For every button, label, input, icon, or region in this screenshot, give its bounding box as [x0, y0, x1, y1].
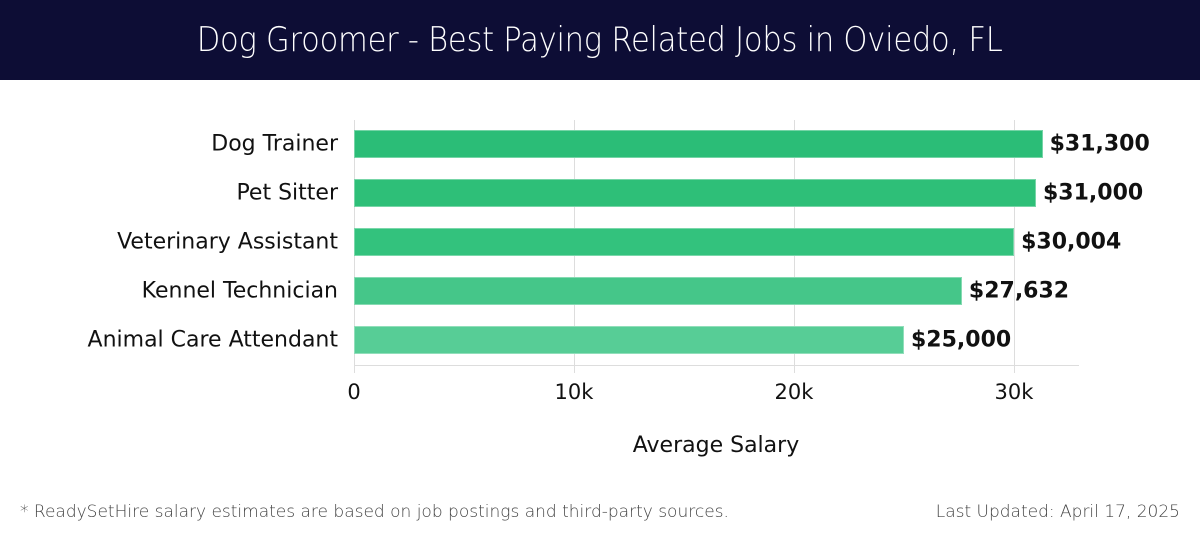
chart-title: Dog Groomer - Best Paying Related Jobs i…	[197, 20, 1003, 60]
category-label: Pet Sitter	[236, 180, 338, 206]
category-label: Veterinary Assistant	[117, 229, 338, 255]
x-axis-title: Average Salary	[632, 433, 800, 458]
x-tick-label: 20k	[774, 380, 814, 404]
category-label: Animal Care Attendant	[87, 327, 338, 353]
x-axis-line	[354, 365, 1079, 366]
category-label: Kennel Technician	[141, 278, 338, 304]
chart-header: Dog Groomer - Best Paying Related Jobs i…	[0, 0, 1200, 80]
bar-kennel-technician[interactable]	[354, 277, 962, 305]
x-tick-mark	[354, 365, 355, 373]
x-tick-label: 0	[347, 380, 361, 404]
bar-pet-sitter[interactable]	[354, 179, 1036, 207]
value-label: $25,000	[911, 327, 1012, 353]
bar-veterinary-assistant[interactable]	[354, 228, 1015, 256]
x-tick-mark	[574, 365, 575, 373]
x-tick-label: 30k	[994, 380, 1034, 404]
x-gridline	[1014, 120, 1015, 365]
value-label: $30,004	[1021, 229, 1122, 255]
bar-chart: 0 10k 20k 30k Dog Trainer $31,300 Pet Sitter $3…	[0, 80, 1200, 490]
x-tick-mark	[1014, 365, 1015, 373]
x-tick-mark	[794, 365, 795, 373]
x-tick-label: 10k	[554, 380, 594, 404]
bar-animal-care-attendant[interactable]	[354, 326, 904, 354]
value-label: $27,632	[968, 278, 1070, 304]
footer-disclaimer: * ReadySetHire salary estimates are base…	[20, 502, 729, 522]
bar-dog-trainer[interactable]	[354, 130, 1043, 158]
category-label: Dog Trainer	[211, 131, 338, 157]
value-label: $31,000	[1043, 180, 1144, 206]
last-updated: Last Updated: April 17, 2025	[935, 502, 1180, 522]
value-label: $31,300	[1049, 131, 1150, 157]
